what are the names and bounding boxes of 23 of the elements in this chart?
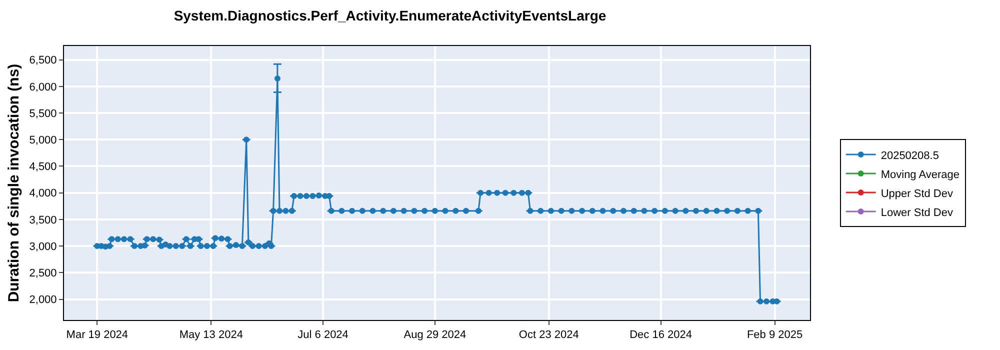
y-tick-label: 2,500	[29, 268, 57, 280]
legend-label: Moving Average	[880, 168, 960, 181]
legend-label: Upper Std Dev	[880, 188, 954, 200]
y-tick-label: 5,000	[29, 134, 57, 146]
y-tick-label: 3,000	[29, 240, 57, 253]
y-tick-label: 2,000	[29, 294, 57, 306]
y-tick-label: 5,500	[29, 108, 57, 120]
x-tick-label: Jul 6 2024	[298, 329, 348, 342]
x-tick-label: Oct 23 2024	[518, 329, 579, 342]
x-tick-label: Aug 29 2024	[404, 329, 466, 342]
x-tick-label: May 13 2024	[179, 329, 243, 342]
x-tick-label: Mar 19 2024	[66, 329, 128, 342]
x-tick-label: Feb 9 2025	[746, 329, 803, 342]
y-axis-title: Duration of single invocation (ns)	[6, 64, 23, 302]
legend-label: Lower Std Dev	[880, 206, 954, 219]
chart-title: System.Diagnostics.Perf_Activity.EnumerateActivityEventsLarge	[174, 7, 606, 24]
x-tick-label: Dec 16 2024	[630, 329, 692, 342]
y-tick-label: 4,500	[29, 161, 57, 174]
y-tick-label: 3,500	[29, 214, 57, 226]
legend-label: 20250208.5	[880, 150, 939, 162]
y-tick-label: 6,000	[29, 81, 57, 94]
y-tick-label: 4,000	[29, 188, 57, 200]
y-tick-label: 6,500	[29, 54, 57, 67]
